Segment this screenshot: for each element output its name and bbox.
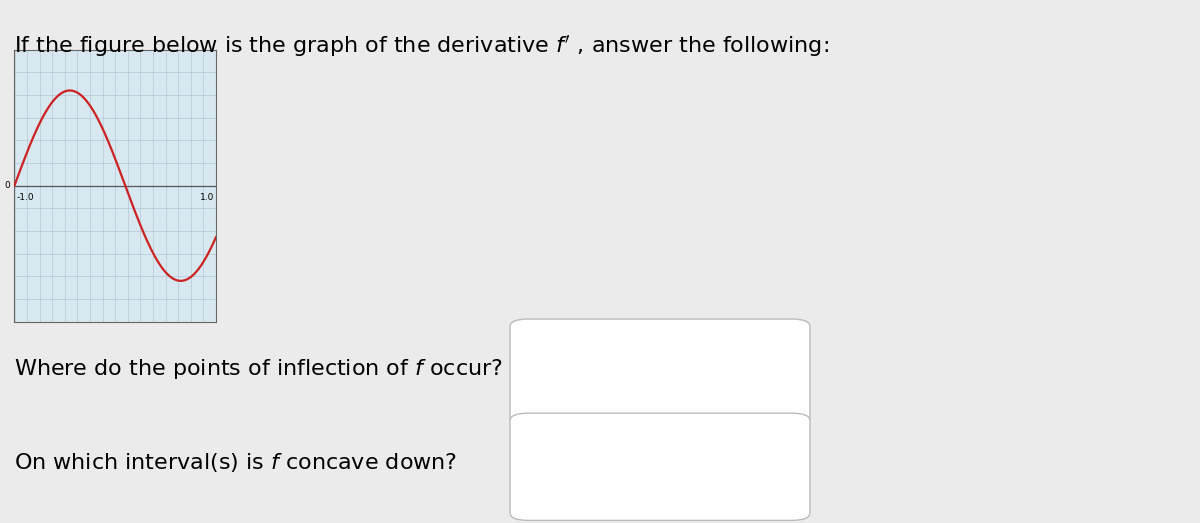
Text: Where do the points of inflection of $f$ occur?: Where do the points of inflection of $f$…	[14, 357, 503, 381]
Text: If the figure below is the graph of the derivative $f'$ , answer the following:: If the figure below is the graph of the …	[14, 34, 829, 60]
Text: -1.0: -1.0	[17, 193, 34, 202]
Text: On which interval(s) is $f$ concave down?: On which interval(s) is $f$ concave down…	[14, 451, 457, 474]
Text: 0: 0	[5, 181, 11, 190]
Text: 1.0: 1.0	[199, 193, 214, 202]
